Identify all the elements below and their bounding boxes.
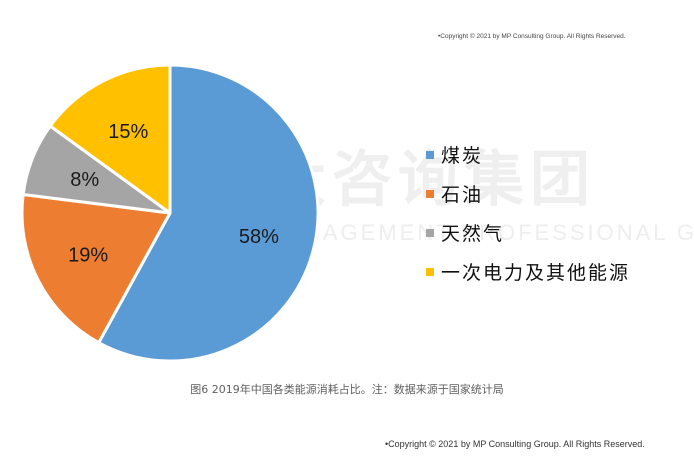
copyright-top: •Copyright © 2021 by MP Consulting Group…: [438, 33, 626, 40]
legend-label: 石油: [441, 184, 483, 206]
copyright-bottom: •Copyright © 2021 by MP Consulting Group…: [385, 439, 645, 449]
slice-data-label: 8%: [70, 169, 99, 191]
legend-swatch: [426, 268, 434, 276]
watermark-en: MANAGEMENT PROFESSIONAL GROUP: [265, 220, 694, 245]
pie-slice: [48, 63, 172, 215]
pie-slice: [20, 192, 172, 345]
legend-label: 煤炭: [441, 145, 483, 167]
slice-data-label: 58%: [239, 226, 279, 248]
legend-label: 天然气: [441, 223, 504, 245]
legend-swatch: [426, 190, 434, 198]
pie-chart: 中大咨询集团 MANAGEMENT PROFESSIONAL GROUP 58%…: [20, 63, 694, 363]
pie-slices: [20, 63, 320, 363]
slice-data-label: 15%: [108, 121, 148, 143]
legend-label: 一次电力及其他能源: [441, 262, 630, 284]
figure-caption: 图6 2019年中国各类能源消耗占比。注：数据来源于国家统计局: [190, 383, 504, 396]
slice-data-label: 19%: [68, 245, 108, 267]
pie-slice-labels: 58% 19% 8% 15%: [68, 121, 279, 267]
legend-swatch: [426, 229, 434, 237]
pie-slice: [97, 63, 320, 363]
legend-swatch: [426, 151, 434, 159]
